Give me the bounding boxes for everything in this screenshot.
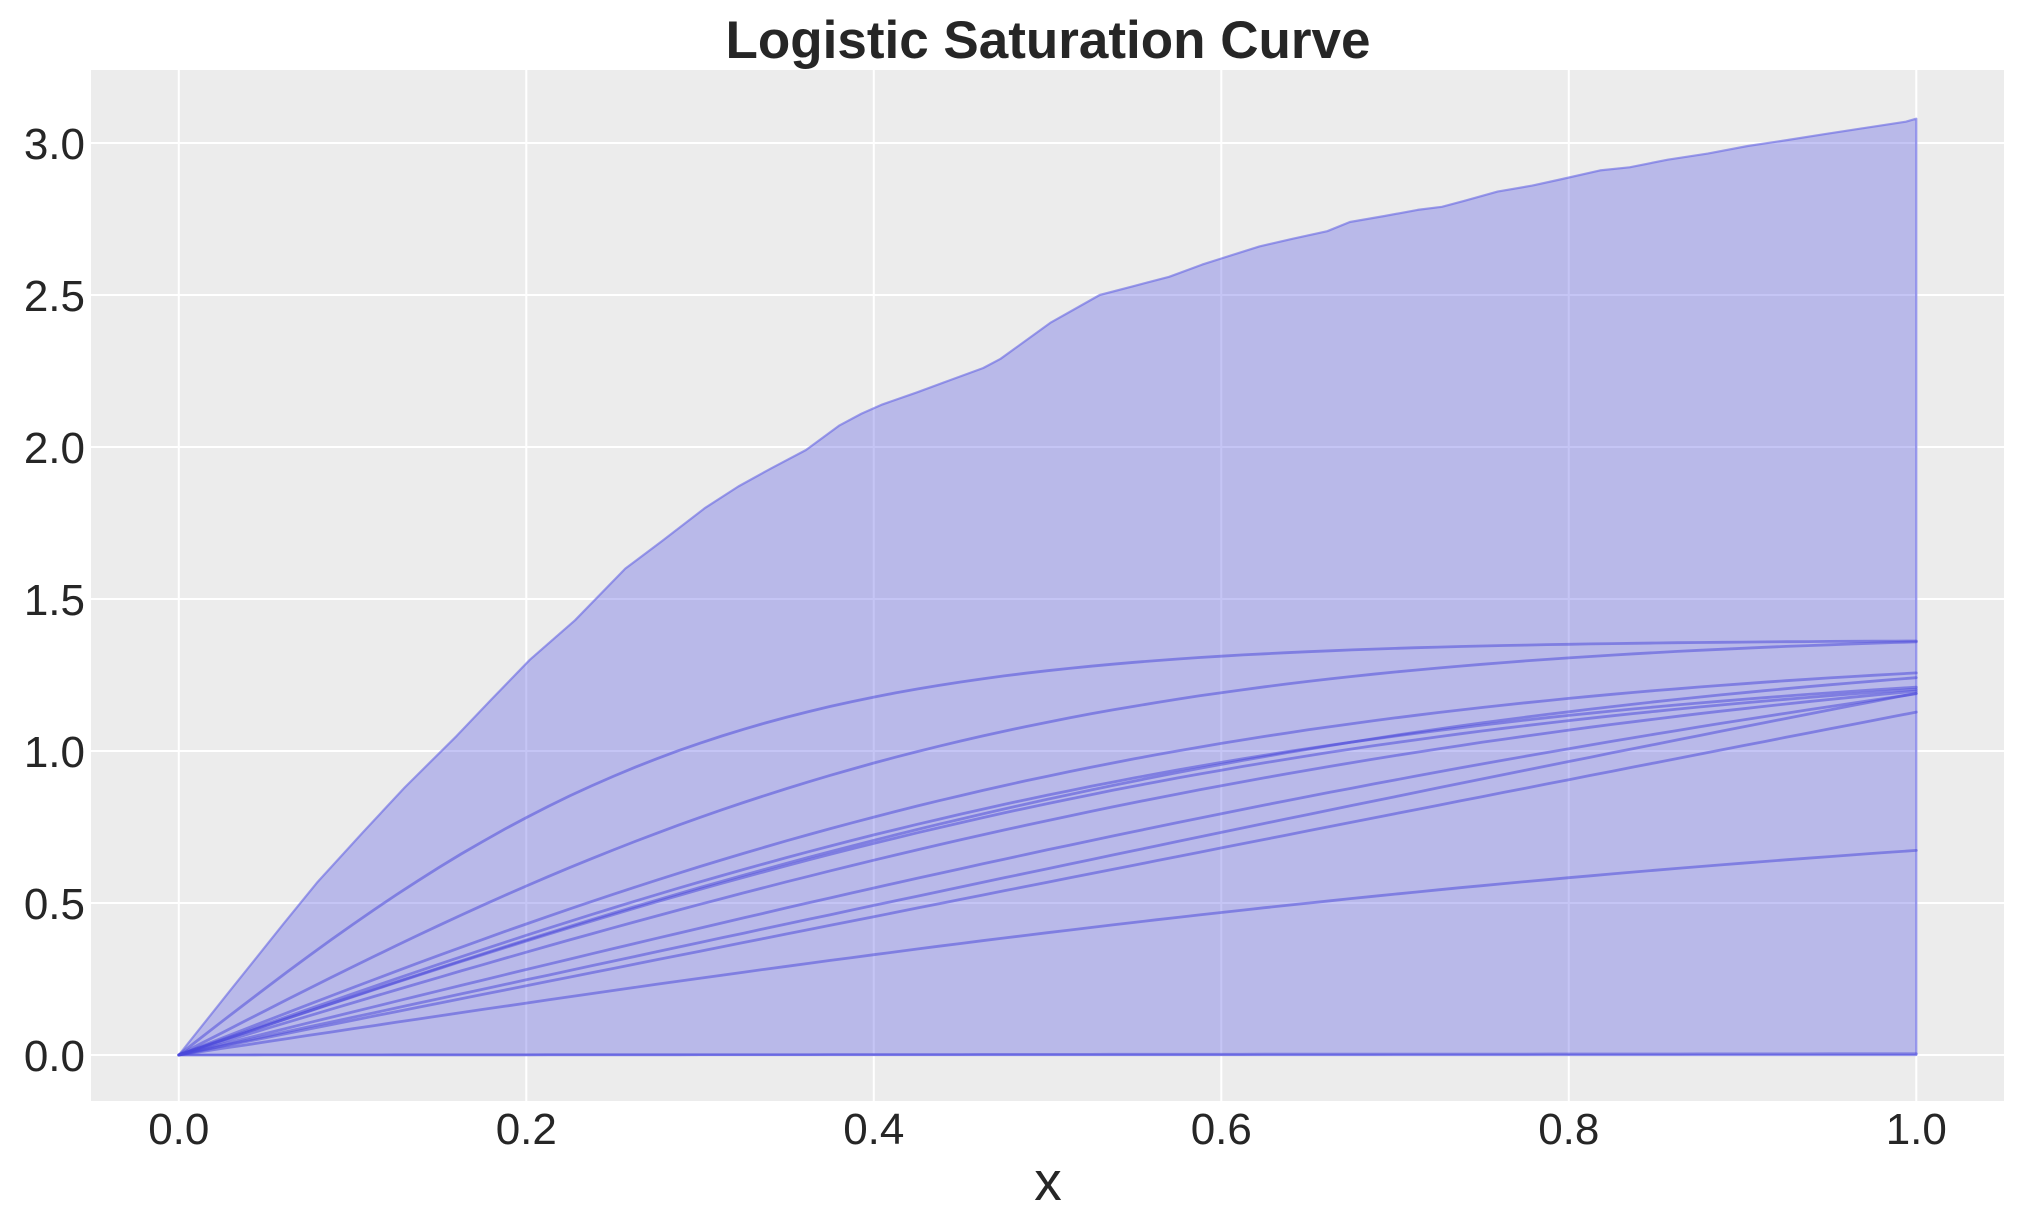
svg-text:0.0: 0.0 — [148, 1105, 209, 1154]
svg-text:Logistic Saturation Curve: Logistic Saturation Curve — [726, 11, 1371, 70]
svg-text:1.5: 1.5 — [24, 576, 85, 625]
svg-text:x: x — [1034, 1150, 1062, 1212]
svg-text:0.4: 0.4 — [843, 1105, 904, 1154]
svg-text:2.5: 2.5 — [24, 272, 85, 321]
svg-text:2.0: 2.0 — [24, 424, 85, 473]
svg-text:0.0: 0.0 — [24, 1032, 85, 1081]
svg-text:1.0: 1.0 — [24, 728, 85, 777]
svg-text:0.2: 0.2 — [496, 1105, 557, 1154]
svg-text:1.0: 1.0 — [1886, 1105, 1947, 1154]
svg-text:0.6: 0.6 — [1191, 1105, 1252, 1154]
svg-text:0.5: 0.5 — [24, 880, 85, 929]
svg-text:3.0: 3.0 — [24, 120, 85, 169]
svg-text:0.8: 0.8 — [1538, 1105, 1599, 1154]
